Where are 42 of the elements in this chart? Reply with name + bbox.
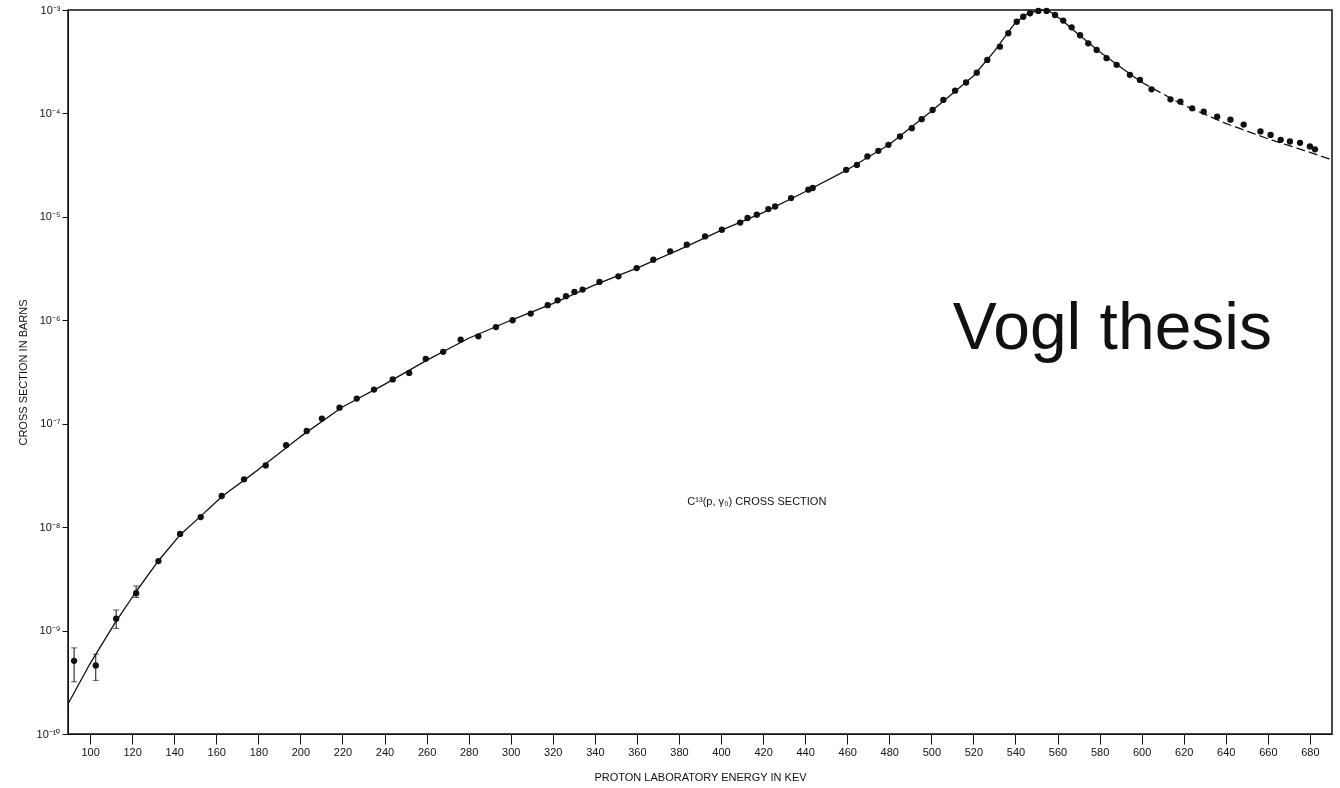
x-tick-label: 520 — [964, 745, 984, 758]
x-tick-label: 580 — [1090, 745, 1110, 758]
x-tick-label: 440 — [796, 745, 815, 758]
x-tick-label: 420 — [754, 745, 773, 758]
x-tick-label: 560 — [1048, 745, 1068, 758]
y-tick-label: 10⁻⁶ — [39, 313, 61, 326]
x-tick-label: 320 — [544, 745, 563, 758]
x-tick-label: 620 — [1175, 745, 1194, 758]
x-tick-label: 380 — [670, 745, 689, 758]
y-axis-title: CROSS SECTION IN BARNS — [16, 299, 29, 446]
x-tick-label: 600 — [1132, 745, 1152, 758]
x-tick-label: 480 — [880, 745, 899, 758]
x-tick-label: 500 — [922, 745, 942, 758]
x-tick-label: 260 — [417, 745, 437, 758]
x-tick-label: 280 — [459, 745, 479, 758]
x-tick-label: 220 — [333, 745, 353, 758]
y-tick-label: 10⁻⁵ — [39, 210, 61, 223]
x-tick-label: 360 — [628, 745, 647, 758]
x-tick-label: 200 — [291, 745, 311, 758]
x-tick-label: 180 — [249, 745, 269, 758]
x-tick-label: 240 — [375, 745, 395, 758]
y-tick-label: 10⁻⁷ — [40, 417, 61, 430]
x-tick-label: 660 — [1259, 745, 1278, 758]
x-tick-label: 340 — [586, 745, 605, 758]
annotation: Vogl thesis — [952, 288, 1273, 363]
x-tick-label: 300 — [502, 745, 521, 758]
x-tick-label: 460 — [838, 745, 857, 758]
y-tick-label: 10⁻⁴ — [39, 106, 61, 119]
x-tick-label: 160 — [207, 745, 226, 758]
y-tick-label: 10⁻⁹ — [39, 624, 61, 637]
x-tick-label: 120 — [123, 745, 142, 758]
x-tick-label: 140 — [165, 745, 184, 758]
x-tick-label: 400 — [712, 745, 731, 758]
x-tick-label: 540 — [1006, 745, 1026, 758]
y-tick-label: 10⁻¹⁰ — [36, 727, 61, 740]
x-axis-title: PROTON LABORATORY ENERGY IN KEV — [594, 770, 808, 783]
annotation: C¹³(p, γ₀) CROSS SECTION — [687, 495, 827, 508]
y-tick-label: 10⁻³ — [40, 3, 61, 16]
y-tick-label: 10⁻⁸ — [39, 520, 61, 533]
x-tick-label: 680 — [1301, 745, 1320, 758]
x-tick-label: 640 — [1217, 745, 1236, 758]
x-tick-label: 100 — [81, 745, 100, 758]
